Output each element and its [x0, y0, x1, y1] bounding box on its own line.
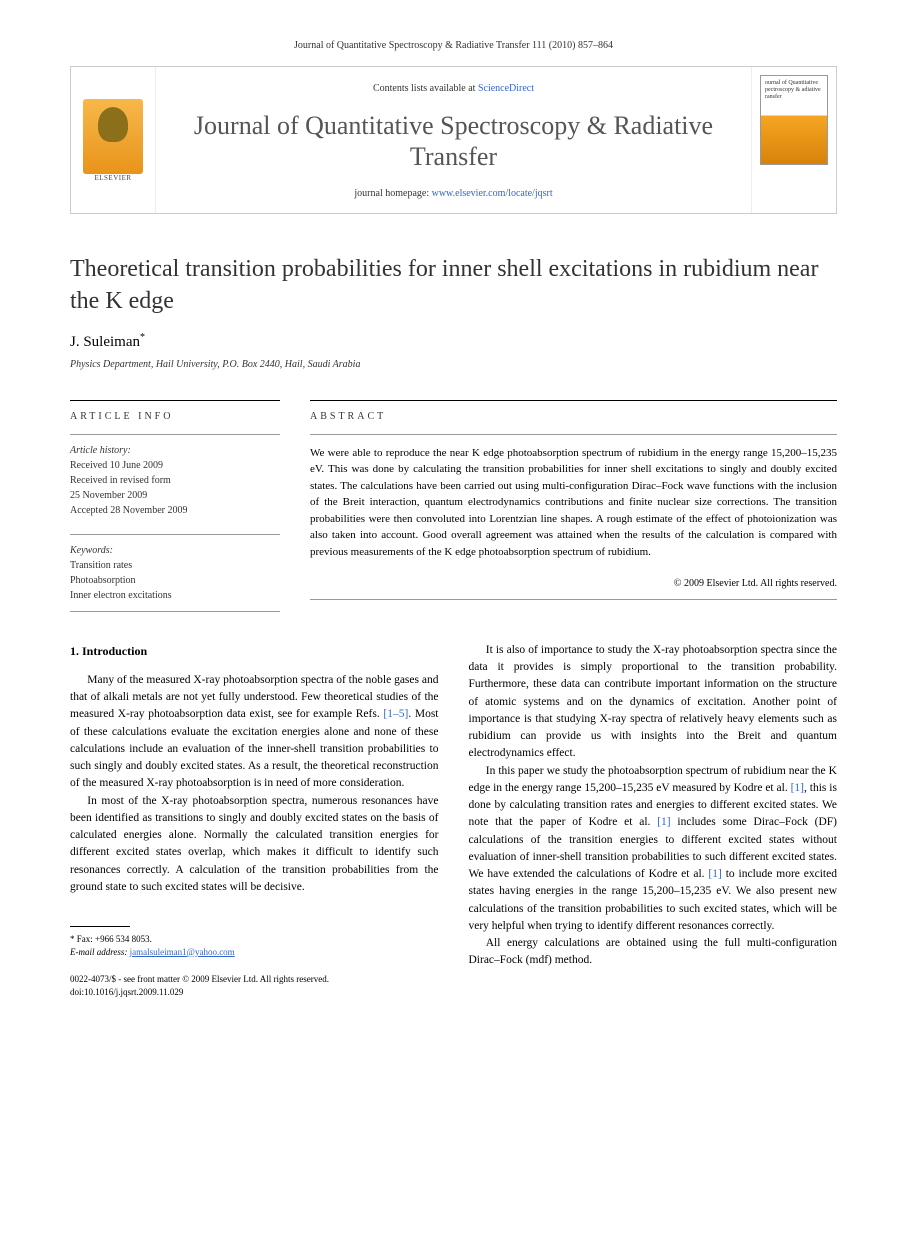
elsevier-tree-icon — [83, 99, 143, 174]
running-header: Journal of Quantitative Spectroscopy & R… — [70, 40, 837, 51]
contents-prefix: Contents lists available at — [373, 83, 478, 94]
sciencedirect-link[interactable]: ScienceDirect — [478, 83, 534, 94]
keywords-label: Keywords: — [70, 543, 280, 558]
masthead-center: Contents lists available at ScienceDirec… — [156, 67, 751, 213]
homepage-prefix: journal homepage: — [354, 188, 431, 199]
revised-label: Received in revised form — [70, 473, 280, 488]
cover-thumbnail: ournal of Quantitative pectroscopy & adi… — [760, 75, 828, 165]
info-abstract-row: ARTICLE INFO Article history: Received 1… — [70, 400, 837, 612]
paragraph: Many of the measured X-ray photoabsorpti… — [70, 672, 439, 793]
journal-name: Journal of Quantitative Spectroscopy & R… — [176, 104, 731, 178]
keyword: Inner electron excitations — [70, 588, 280, 603]
masthead: ELSEVIER Contents lists available at Sci… — [70, 66, 837, 214]
ref-link[interactable]: [1] — [791, 782, 804, 794]
email-link[interactable]: jamalsuleiman1@yahoo.com — [130, 947, 235, 957]
body-column-left: 1. Introduction Many of the measured X-r… — [70, 642, 439, 999]
body-column-right: It is also of importance to study the X-… — [469, 642, 838, 999]
article-info-column: ARTICLE INFO Article history: Received 1… — [70, 400, 280, 612]
ref-link[interactable]: [1] — [657, 816, 670, 828]
affiliation: Physics Department, Hail University, P.O… — [70, 359, 837, 370]
authors: J. Suleiman* — [70, 332, 837, 351]
corresponding-footnote: * Fax: +966 534 8053. E-mail address: ja… — [70, 933, 439, 958]
paragraph: It is also of importance to study the X-… — [469, 642, 838, 763]
revised-date: 25 November 2009 — [70, 488, 280, 503]
abstract-heading: ABSTRACT — [310, 400, 837, 422]
homepage-line: journal homepage: www.elsevier.com/locat… — [176, 178, 731, 203]
keyword: Transition rates — [70, 558, 280, 573]
section-number: 1. — [70, 644, 79, 658]
section-heading: 1. Introduction — [70, 642, 439, 660]
body-columns: 1. Introduction Many of the measured X-r… — [70, 642, 837, 999]
abstract-column: ABSTRACT We were able to reproduce the n… — [310, 400, 837, 612]
fax-label: * Fax: — [70, 934, 95, 944]
homepage-link[interactable]: www.elsevier.com/locate/jqsrt — [432, 188, 553, 199]
contents-line: Contents lists available at ScienceDirec… — [176, 77, 731, 104]
issn-line: 0022-4073/$ - see front matter © 2009 El… — [70, 973, 439, 986]
publisher-label: ELSEVIER — [83, 174, 143, 182]
keyword: Photoabsorption — [70, 573, 280, 588]
doi: doi:10.1016/j.jqsrt.2009.11.029 — [70, 986, 439, 999]
paragraph: All energy calculations are obtained usi… — [469, 935, 838, 970]
page: Journal of Quantitative Spectroscopy & R… — [0, 0, 907, 1038]
article-history: Article history: Received 10 June 2009 R… — [70, 434, 280, 518]
keywords-block: Keywords: Transition rates Photoabsorpti… — [70, 534, 280, 612]
ref-link[interactable]: [1] — [708, 868, 721, 880]
ref-link[interactable]: [1–5] — [383, 708, 408, 720]
footer: 0022-4073/$ - see front matter © 2009 El… — [70, 973, 439, 998]
fax-number: +966 534 8053. — [95, 934, 152, 944]
footnote-separator — [70, 926, 130, 927]
article-info-heading: ARTICLE INFO — [70, 400, 280, 422]
accepted-date: Accepted 28 November 2009 — [70, 503, 280, 518]
abstract-text: We were able to reproduce the near K edg… — [310, 434, 837, 571]
section-title: Introduction — [82, 644, 147, 658]
abstract-copyright: © 2009 Elsevier Ltd. All rights reserved… — [310, 570, 837, 600]
publisher-logo: ELSEVIER — [71, 67, 156, 213]
history-label: Article history: — [70, 443, 280, 458]
corresponding-marker: * — [140, 332, 145, 343]
paragraph: In most of the X-ray photoabsorption spe… — [70, 793, 439, 897]
journal-cover: ournal of Quantitative pectroscopy & adi… — [751, 67, 836, 213]
paragraph: In this paper we study the photoabsorpti… — [469, 763, 838, 936]
received-date: Received 10 June 2009 — [70, 458, 280, 473]
author-name: J. Suleiman — [70, 334, 140, 350]
article-title: Theoretical transition probabilities for… — [70, 254, 837, 316]
email-label: E-mail address: — [70, 947, 130, 957]
